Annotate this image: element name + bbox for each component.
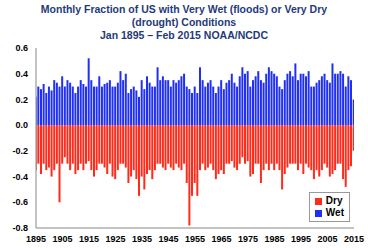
svg-text:1925: 1925 bbox=[105, 234, 125, 244]
svg-text:2005: 2005 bbox=[317, 234, 337, 244]
svg-text:1895: 1895 bbox=[26, 234, 46, 244]
svg-text:1995: 1995 bbox=[291, 234, 311, 244]
svg-text:-0.8: -0.8 bbox=[12, 223, 28, 233]
svg-text:1955: 1955 bbox=[185, 234, 205, 244]
html-text:Wet: Wet bbox=[325, 207, 344, 218]
svg-text:1985: 1985 bbox=[264, 234, 284, 244]
html-text:Monthly Fraction of US with Ve: Monthly Fraction of US with Very Wet (fl… bbox=[40, 2, 328, 28]
svg-text:1905: 1905 bbox=[52, 234, 72, 244]
svg-text:1945: 1945 bbox=[158, 234, 178, 244]
svg-text:-0.2: -0.2 bbox=[12, 146, 28, 156]
svg-text:0.6: 0.6 bbox=[15, 44, 28, 53]
svg-text:-0.6: -0.6 bbox=[12, 197, 28, 207]
html-text:Dry: Dry bbox=[325, 195, 343, 206]
svg-text:1915: 1915 bbox=[79, 234, 99, 244]
html-text:Jan 1895 – Feb 2015 NOAA/NCDC: Jan 1895 – Feb 2015 NOAA/NCDC bbox=[100, 28, 268, 41]
svg-text:1965: 1965 bbox=[211, 234, 231, 244]
svg-text:-0.4: -0.4 bbox=[12, 172, 28, 182]
svg-text:1975: 1975 bbox=[238, 234, 258, 244]
svg-text:0.0: 0.0 bbox=[15, 120, 28, 130]
svg-text:0.4: 0.4 bbox=[15, 69, 28, 79]
svg-text:2015: 2015 bbox=[344, 234, 360, 244]
svg-text:1935: 1935 bbox=[132, 234, 152, 244]
svg-text:0.2: 0.2 bbox=[15, 95, 28, 105]
